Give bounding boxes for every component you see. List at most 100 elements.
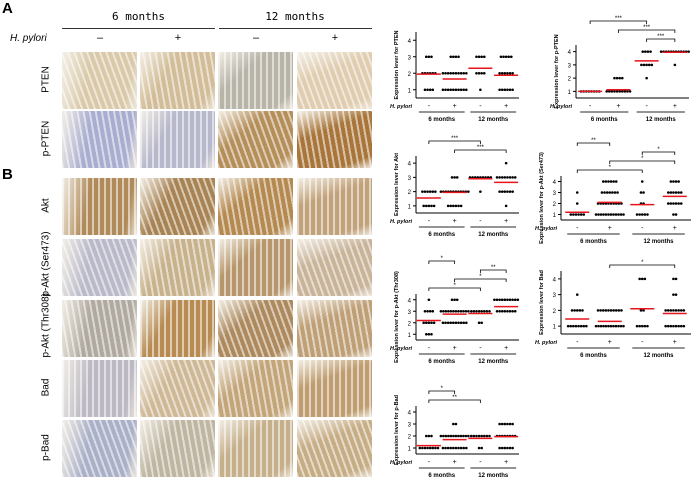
data-point [570,309,574,312]
data-point [426,190,429,193]
group-sign: + [608,225,612,232]
data-point [677,324,680,328]
data-point [449,434,453,438]
data-point [622,324,625,328]
significance-label: *** [643,25,651,31]
data-point [459,309,463,313]
group-sign: + [608,339,612,346]
data-point [508,446,512,450]
significance-label: * [609,165,612,171]
dot-plot: 1 2 3 4 Expression lever for p-Bad - + - + H. pyl… [390,386,519,479]
data-point [507,55,511,59]
group-sign: + [453,103,457,110]
micrograph [140,360,215,417]
data-point [503,309,507,313]
data-point [480,55,483,59]
data-point [498,309,501,313]
data-point [669,180,673,183]
data-point [480,309,483,313]
y-tick-label: 3 [408,176,412,182]
y-tick-label: 2 [408,435,412,441]
data-point [642,191,645,194]
data-point [646,213,649,216]
data-point [572,324,575,328]
data-point [457,88,460,92]
data-point [477,434,481,438]
timepoint-label: 12 months [478,359,509,365]
data-point [597,324,600,328]
data-point [506,446,509,450]
data-point [476,176,480,179]
y-tick-label: 4 [408,411,412,417]
timepoint-label: 6 months [580,353,607,359]
group-sign: + [616,103,620,110]
data-point [508,298,512,302]
data-point [610,90,614,93]
group-sign: - [576,339,579,346]
h-pylori-label: H. pylori [390,219,412,225]
data-point [482,434,486,438]
data-point [428,309,432,313]
data-point [462,434,465,438]
data-point [647,63,651,67]
data-point [687,50,690,53]
data-point [449,88,453,92]
data-point [430,321,433,325]
panel-label-a: A [2,0,13,17]
data-point [471,176,474,179]
data-point [459,446,463,450]
data-point [506,71,509,75]
micrograph [297,178,372,235]
data-point [480,321,483,325]
y-tick-label: 1 [408,333,412,339]
data-point [614,213,618,216]
data-point [498,190,501,193]
significance-label: ** [491,265,496,271]
data-point [615,90,619,93]
sign-plus: + [174,32,182,44]
data-point [428,446,432,450]
data-point [464,309,468,313]
timepoint-label: 12 months [478,117,509,123]
group-sign: + [504,103,508,110]
micrograph [218,300,293,357]
data-point [604,180,608,183]
data-point [677,180,680,183]
dot-plot: 1 2 3 4 Expression lever for PTEN - + - + H. pylo… [390,30,519,123]
y-tick-label: 4 [408,162,412,168]
data-point [504,161,508,165]
data-point [452,204,455,208]
data-point [672,180,675,183]
timepoint-label: 12 months [478,232,509,238]
data-point [454,422,458,426]
data-point [605,191,609,194]
y-axis-title: Expression lever for Bad [539,270,545,335]
h-pylori-label: H. pylori [550,104,572,110]
group-sign: + [453,218,457,225]
micrograph [140,52,215,109]
data-point [649,50,652,53]
significance-bracket [428,140,481,144]
data-point [669,309,673,312]
data-point [446,88,450,92]
data-point [423,88,427,92]
data-point [613,191,617,194]
data-point [511,71,514,75]
data-point [423,446,427,450]
data-point [511,422,514,426]
y-tick-label: 1 [553,325,557,331]
data-point [439,190,443,193]
data-point [472,309,476,313]
data-point [574,324,578,328]
data-point [643,277,647,281]
data-point [421,190,424,193]
group-sign: - [645,103,648,110]
data-point [480,446,483,450]
data-point [604,213,608,216]
data-point [475,55,478,59]
data-point [442,434,445,438]
data-point [602,213,605,216]
data-point [457,434,460,438]
data-point [619,213,623,216]
data-point [444,321,447,325]
